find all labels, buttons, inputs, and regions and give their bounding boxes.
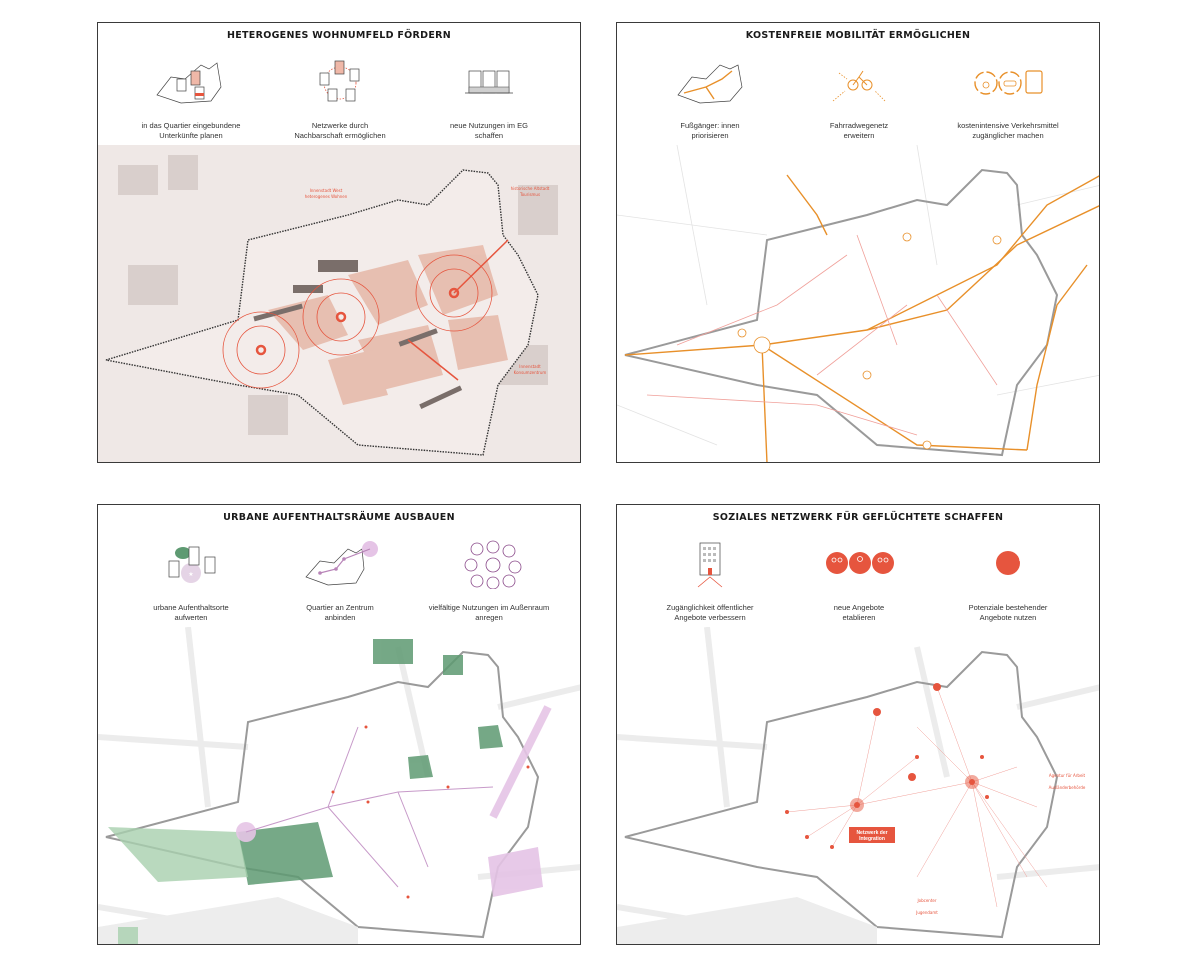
caption-line1: Zugänglichkeit öffentlicher <box>666 603 754 612</box>
map-label: Innenstadt <box>519 364 541 369</box>
item-zugaenglichkeit: Zugänglichkeit öffentlicher Angebote ver… <box>635 533 785 628</box>
new-offers-icon <box>826 552 894 574</box>
network-label: Integration <box>859 836 885 842</box>
outdoor-uses-icon <box>464 540 522 589</box>
map-label: historische Altstadt <box>511 186 550 191</box>
caption-line2: Angebote verbessern <box>674 613 746 622</box>
caption-line2: Angebote nutzen <box>979 613 1037 622</box>
network-label: Netzwerk der <box>856 830 887 836</box>
map-label: Jobcenter <box>916 898 936 903</box>
map-label: Konsumzentrum <box>514 370 547 375</box>
panel-title: KOSTENFREIE MOBILITÄT ERMÖGLICHEN <box>745 30 971 41</box>
svg-text:★: ★ <box>188 571 193 578</box>
caption-line1: Fahrradwegenetz <box>829 121 889 130</box>
bicycle-network-icon <box>832 70 886 102</box>
map-label: Innenstadt West <box>310 188 343 193</box>
icon-row: Fußgänger: innen priorisieren Fahrradweg… <box>617 51 1099 141</box>
caption-line1: vielfältige Nutzungen im Außenraum <box>428 603 550 612</box>
map-label: Tourismus <box>519 192 540 197</box>
caption-line1: neue Angebote <box>833 603 885 612</box>
map-label: Jugendamt <box>915 910 938 915</box>
caption-line1: kostenintensive Verkehrsmittel <box>957 121 1059 130</box>
caption-line2: Unterkünfte planen <box>159 131 223 140</box>
caption-line2: schaffen <box>474 131 504 140</box>
connect-centre-icon <box>305 541 378 586</box>
item-fussgaenger: Fußgänger: innen priorisieren <box>635 51 785 146</box>
urban-places-icon: ★ <box>168 546 216 583</box>
neighbourhood-network-icon <box>319 60 360 102</box>
caption-line1: Quartier an Zentrum <box>306 603 374 612</box>
caption-line2: anregen <box>475 613 503 622</box>
item-neue-nutzungen: neue Nutzungen im EG schaffen <box>414 51 564 146</box>
caption-line2: etablieren <box>842 613 876 622</box>
caption-line1: Netzwerke durch <box>311 121 369 130</box>
item-quartier-zentrum: Quartier an Zentrum anbinden <box>265 533 415 628</box>
item-fahrradwegenetz: Fahrradwegenetz erweitern <box>784 51 934 146</box>
map-wohnumfeld[interactable]: Innenstadt West heterogenes Wohnen histo… <box>98 145 580 462</box>
map-soziales-netzwerk[interactable]: Netzwerk der Integration Agentur für Arb… <box>617 627 1099 944</box>
caption-line1: in das Quartier eingebundene <box>141 121 241 130</box>
map-aufenthaltsraeume[interactable] <box>98 627 580 944</box>
icon-row: Zugänglichkeit öffentlicher Angebote ver… <box>617 533 1099 623</box>
caption-line1: urbane Aufenthaltsorte <box>153 603 229 612</box>
icon-row: in das Quartier eingebundene Unterkünfte… <box>98 51 580 141</box>
map-label: Agentur für Arbeit <box>1049 773 1086 778</box>
ground-floor-buildings-icon <box>465 70 513 94</box>
caption-line2: aufwerten <box>174 613 208 622</box>
panel-title: SOZIALES NETZWERK FÜR GEFLÜCHTETE SCHAFF… <box>712 512 1004 523</box>
map-label: heterogenes Wohnen <box>305 194 348 199</box>
existing-potential-icon <box>996 550 1021 575</box>
pedestrian-route-icon <box>677 64 743 104</box>
item-verkehrsmittel: kostenintensive Verkehrsmittel zugänglic… <box>933 51 1083 146</box>
panel-urbane-aufenthaltsraeume: URBANE AUFENTHALTSRÄUME AUSBAUEN ★ urban… <box>97 504 581 945</box>
caption-line2: Nachbarschaft ermöglichen <box>294 131 386 140</box>
panel-kostenfreie-mobilitaet: KOSTENFREIE MOBILITÄT ERMÖGLICHEN Fußgän… <box>616 22 1100 463</box>
panel-title: HETEROGENES WOHNUMFELD FÖRDERN <box>226 30 452 41</box>
caption-line2: priorisieren <box>691 131 729 140</box>
caption-line2: zugänglicher machen <box>972 131 1044 140</box>
item-netzwerke: Netzwerke durch Nachbarschaft ermögliche… <box>265 51 415 146</box>
map-mobilitaet[interactable] <box>617 145 1099 462</box>
transport-modes-icon <box>974 70 1043 95</box>
caption-line1: Fußgänger: innen <box>680 121 740 130</box>
item-neue-angebote: neue Angebote etablieren <box>784 533 934 628</box>
map-label: Ausländerbehörde <box>1049 785 1086 790</box>
panel-heterogenes-wohnumfeld: HETEROGENES WOHNUMFELD FÖRDERN in das Qu… <box>97 22 581 463</box>
panel-soziales-netzwerk: SOZIALES NETZWERK FÜR GEFLÜCHTETE SCHAFF… <box>616 504 1100 945</box>
caption-line1: Potenziale bestehender <box>968 603 1048 612</box>
quarter-houses-icon <box>156 62 222 104</box>
caption-line2: anbinden <box>324 613 356 622</box>
icon-row: ★ urbane Aufenthaltsorte aufwerten Quart… <box>98 533 580 623</box>
item-nutzungen-aussenraum: vielfältige Nutzungen im Außenraum anreg… <box>414 533 564 628</box>
item-unterkuenfte: in das Quartier eingebundene Unterkünfte… <box>116 51 266 146</box>
item-potenziale: Potenziale bestehender Angebote nutzen <box>933 533 1083 628</box>
caption-line1: neue Nutzungen im EG <box>450 121 528 130</box>
public-offers-building-icon <box>697 542 723 588</box>
item-aufenthaltsorte: ★ urbane Aufenthaltsorte aufwerten <box>116 533 266 628</box>
panel-title: URBANE AUFENTHALTSRÄUME AUSBAUEN <box>223 512 455 523</box>
caption-line2: erweitern <box>843 131 875 140</box>
